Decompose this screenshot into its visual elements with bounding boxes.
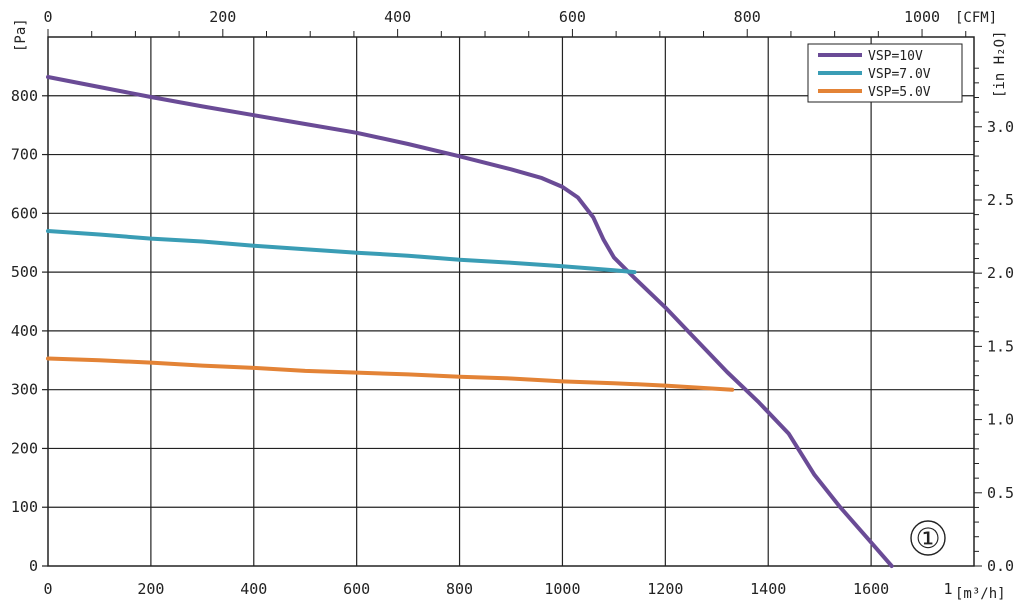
grid xyxy=(48,37,974,566)
x-tick-label: 200 xyxy=(137,580,164,598)
y2-tick-label: 2.5 xyxy=(987,191,1014,209)
y2-tick-label: 2.0 xyxy=(987,264,1014,282)
legend: VSP=10V VSP=7.0V VSP=5.0V xyxy=(807,43,963,103)
y-tick-label: 0 xyxy=(29,557,38,575)
y-tick-label: 600 xyxy=(11,204,38,222)
y2-tick-label: 1.5 xyxy=(987,337,1014,355)
x-tick-label: 1 xyxy=(943,580,952,598)
x-tick-label: 1600 xyxy=(853,580,889,598)
plot-area-frame xyxy=(47,36,975,567)
y2-tick-label: 1.0 xyxy=(987,411,1014,429)
series-line-2 xyxy=(46,229,637,275)
y-axis-ticks: 0 100 200 300 400 500 600 700 800 xyxy=(11,87,48,575)
y-tick-label: 500 xyxy=(11,263,38,281)
x-tick-label: 600 xyxy=(343,580,370,598)
x-tick-label: 1000 xyxy=(544,580,580,598)
x-axis-label: [m³/h] xyxy=(955,586,1006,602)
curve-number-text: ① xyxy=(915,522,940,555)
y-tick-label: 400 xyxy=(11,322,38,340)
x-tick-label: 400 xyxy=(240,580,267,598)
cfm-axis-top: 0 200 400 600 800 1000 xyxy=(43,8,967,37)
x-axis-ticks: 0 200 400 600 800 1000 1200 1400 1600 1 xyxy=(43,580,952,598)
y-tick-label: 200 xyxy=(11,439,38,457)
x2-tick-label: 800 xyxy=(734,8,761,26)
x-tick-label: 1200 xyxy=(647,580,683,598)
series-line-1 xyxy=(46,75,894,568)
x-tick-label: 800 xyxy=(446,580,473,598)
legend-label: VSP=5.0V xyxy=(868,85,931,100)
x2-axis-label: [CFM] xyxy=(955,10,997,26)
y2-tick-label: 0.0 xyxy=(987,557,1014,575)
x2-tick-label: 200 xyxy=(209,8,236,26)
series-lines xyxy=(46,75,894,568)
y-tick-label: 100 xyxy=(11,498,38,516)
y-tick-label: 700 xyxy=(11,146,38,164)
curve-number-badge: ① xyxy=(910,520,946,556)
legend-label: VSP=10V xyxy=(868,49,923,64)
curve-number-circle xyxy=(910,520,946,556)
y-axis-label: [Pa] xyxy=(13,18,29,52)
x2-tick-label: 600 xyxy=(559,8,586,26)
y-tick-label: 800 xyxy=(11,87,38,105)
x2-tick-label: 1000 xyxy=(904,8,940,26)
legend-label: VSP=7.0V xyxy=(868,67,931,82)
inh2o-axis-right: 0.0 0.5 1.0 1.5 2.0 2.5 3.0 xyxy=(974,67,1014,575)
y-tick-label: 300 xyxy=(11,381,38,399)
y2-tick-label: 3.0 xyxy=(987,118,1014,136)
y2-axis-label: [in H₂O] xyxy=(992,31,1008,98)
x-tick-label: 1400 xyxy=(750,580,786,598)
series-line-3 xyxy=(46,356,735,392)
y2-tick-label: 0.5 xyxy=(987,484,1014,502)
x-tick-label: 0 xyxy=(43,580,52,598)
x2-tick-label: 400 xyxy=(384,8,411,26)
x2-tick-label: 0 xyxy=(43,8,52,26)
